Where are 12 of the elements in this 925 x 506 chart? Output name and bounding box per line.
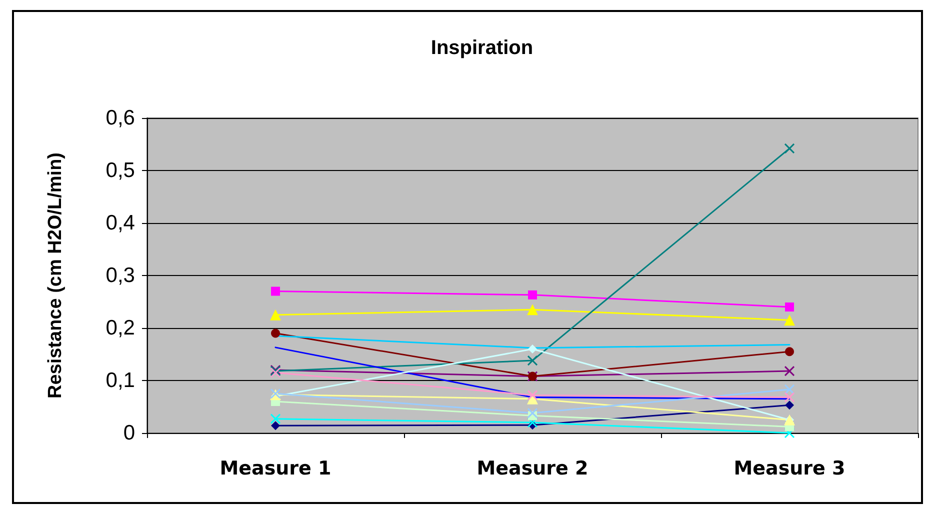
chart-title: Inspiration: [430, 37, 534, 59]
y-axis-title: Resistance (cm H2O/L/min): [45, 152, 66, 399]
x-tick-label: Measure 3: [734, 458, 846, 480]
y-tick-label: 0,4: [106, 212, 136, 234]
x-tick-label: Measure 2: [476, 458, 588, 480]
x-tick-label: Measure 1: [220, 458, 332, 480]
y-tick-label: 0: [123, 422, 135, 444]
y-tick-label: 0,6: [106, 106, 135, 130]
y-tick-label: 0,3: [106, 264, 135, 287]
y-tick-label: 0,2: [106, 316, 135, 340]
y-tick-label: 0,1: [106, 369, 135, 392]
y-tick-label: 0,5: [106, 159, 135, 182]
